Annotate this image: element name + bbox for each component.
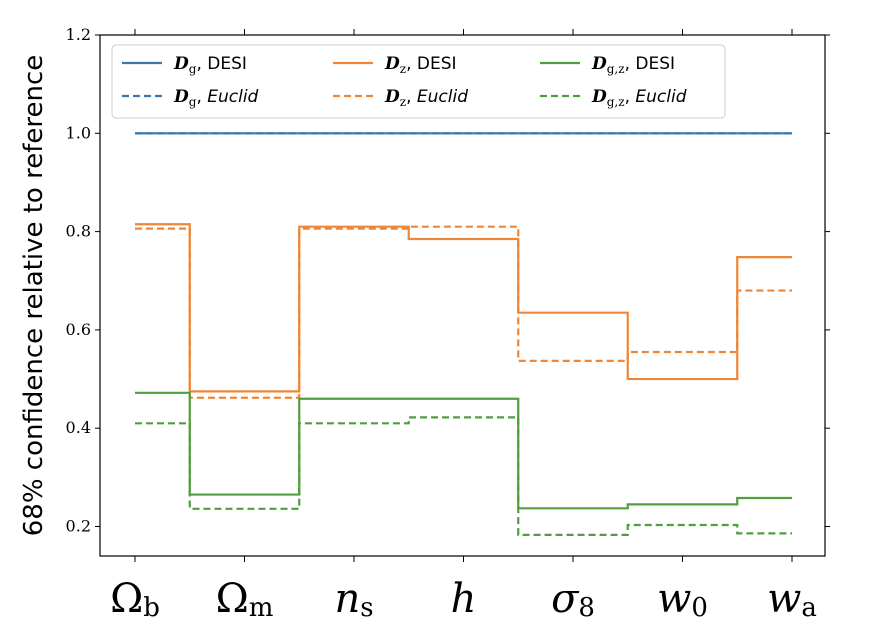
x-tick-label: wa [767,576,817,623]
y-tick-label: 1.0 [66,123,91,142]
y-tick-label: 0.6 [66,320,91,339]
y-axis-label: 68% confidence relative to reference [19,55,49,537]
x-tick-label: σ8 [551,576,595,623]
x-tick-label: Ωb [110,576,160,623]
series-line-Dgz_euclid [135,416,792,536]
legend-label-Dz_euclid: Dz, Euclid [384,87,468,109]
series-line-Dz_desi [135,223,792,393]
plot-frame [99,34,826,557]
x-tick-label: Ωm [216,576,274,623]
y-tick-label: 1.2 [66,25,91,44]
y-axis-ticks: 0.2 0.4 0.6 0.8 1.0 1.2 [66,25,830,536]
y-tick-label: 0.8 [66,222,91,241]
x-tick-label: ns [334,576,373,623]
y-tick-label: 0.2 [66,517,91,536]
legend-label-Dg_euclid: Dg, Euclid [173,87,259,109]
legend-label-Dgz_desi: Dg,z, DESI [591,54,675,76]
x-tick-label: w0 [657,576,708,623]
series-line-Dgz_desi [135,391,792,510]
legend: Dg, DESI Dg, Euclid Dz, DESI Dz, Euclid Dg,z… [111,44,726,119]
x-tick-label: h [451,576,477,622]
legend-label-Dg_desi: Dg, DESI [173,54,247,76]
axes: 0.2 0.4 0.6 0.8 1.0 1.2 Ωb Ωm ns h σ8 w0 wa [66,25,830,623]
legend-label-Dgz_euclid: Dg,z, Euclid [591,87,687,109]
x-axis-ticks: Ωb Ωm ns h σ8 w0 wa [110,29,817,623]
series-line-Dz_euclid [135,225,792,399]
series-lines [135,132,792,536]
legend-label-Dz_desi: Dz, DESI [384,54,457,76]
y-tick-label: 0.4 [66,418,91,437]
